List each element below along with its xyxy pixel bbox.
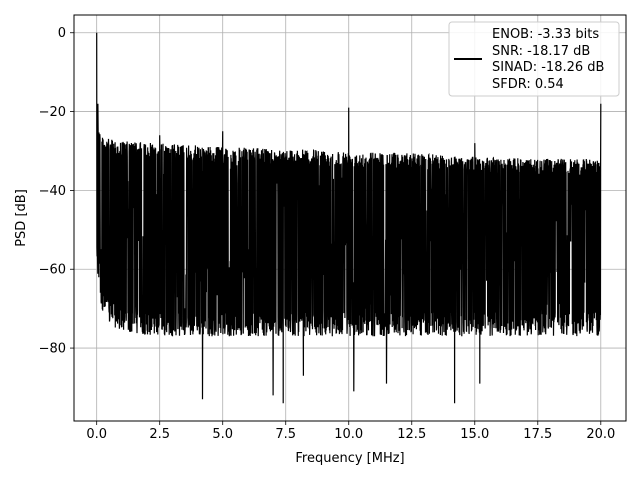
legend-line-sfdr: SFDR: 0.54 [492, 77, 564, 92]
psd-series-line [96, 32, 602, 404]
x-tick-label: 2.5 [149, 427, 170, 442]
legend-line-enob: ENOB: -3.33 bits [492, 27, 599, 42]
legend: ENOB: -3.33 bits SNR: -18.17 dB SINAD: -… [448, 21, 620, 97]
x-tick-label: 20.0 [586, 427, 615, 442]
y-tick-label: −80 [39, 342, 66, 357]
plot-frame [73, 14, 627, 422]
x-tick-label: 17.5 [523, 427, 552, 442]
legend-line-sinad: SINAD: -18.26 dB [492, 60, 604, 75]
x-tick-label: 5.0 [212, 427, 233, 442]
y-axis-label: PSD [dB] [14, 189, 29, 247]
x-tick-label: 0.0 [86, 427, 107, 442]
y-tick-label: −60 [39, 263, 66, 278]
y-tick-label: −40 [39, 184, 66, 199]
y-tick-label: −20 [39, 105, 66, 120]
x-tick-label: 15.0 [460, 427, 489, 442]
x-tick-label: 12.5 [397, 427, 426, 442]
x-axis-label: Frequency [MHz] [295, 451, 404, 466]
data-area [96, 32, 602, 404]
legend-line-snr: SNR: -18.17 dB [492, 44, 590, 59]
y-tick-label: 0 [58, 26, 66, 41]
x-tick-label: 10.0 [334, 427, 363, 442]
axis-ticks: 0.0 2.5 5.0 7.5 10.0 12.5 15.0 17.5 20.0 0 −20 −40 −… [39, 26, 616, 442]
x-tick-label: 7.5 [275, 427, 296, 442]
legend-box [448, 21, 620, 97]
